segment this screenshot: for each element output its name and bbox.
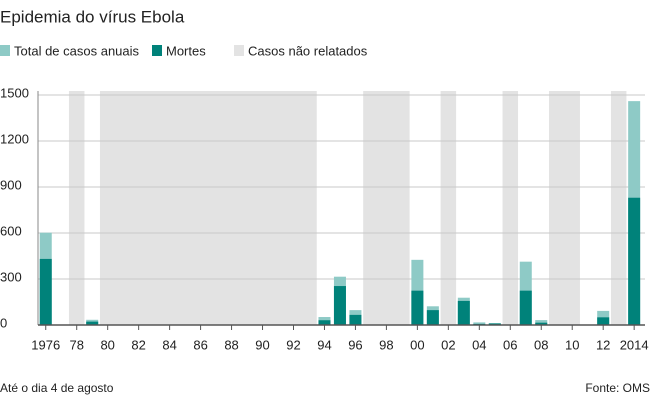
unreported-band bbox=[548, 91, 580, 325]
bar bbox=[39, 258, 52, 325]
x-tick-label: 84 bbox=[162, 337, 176, 352]
bar bbox=[519, 290, 532, 325]
x-tick-label: 02 bbox=[441, 337, 455, 352]
unreported-band bbox=[440, 91, 457, 325]
x-tick-label: 98 bbox=[379, 337, 393, 352]
y-tick-label: 900 bbox=[0, 177, 22, 192]
x-tick-label: 92 bbox=[286, 337, 300, 352]
y-tick-label: 0 bbox=[0, 315, 7, 330]
bar bbox=[318, 320, 331, 325]
bar bbox=[86, 321, 99, 325]
y-tick-label: 300 bbox=[0, 269, 22, 284]
legend-swatch bbox=[234, 45, 244, 56]
x-tick-label: 06 bbox=[503, 337, 517, 352]
unreported-band bbox=[68, 91, 85, 325]
bar bbox=[597, 317, 610, 325]
x-tick-label: 12 bbox=[596, 337, 610, 352]
source: Fonte: OMS bbox=[585, 381, 650, 395]
note: Até o dia 4 de agosto bbox=[0, 381, 114, 395]
x-tick-label: 86 bbox=[193, 337, 207, 352]
legend-label: Total de casos anuais bbox=[14, 43, 140, 58]
legend-label: Casos não relatados bbox=[248, 43, 368, 58]
x-tick-label: 00 bbox=[410, 337, 424, 352]
unreported-band bbox=[363, 91, 410, 325]
bar bbox=[473, 322, 486, 325]
y-tick-label: 1200 bbox=[0, 131, 29, 146]
y-tick-label: 600 bbox=[0, 223, 22, 238]
x-tick-label: 1976 bbox=[31, 337, 60, 352]
x-tick-label: 94 bbox=[317, 337, 331, 352]
unreported-band bbox=[99, 91, 317, 325]
bar bbox=[628, 197, 641, 325]
x-tick-label: 04 bbox=[472, 337, 486, 352]
bar bbox=[411, 290, 424, 325]
x-tick-label: 80 bbox=[100, 337, 114, 352]
bar bbox=[457, 300, 470, 325]
x-tick-label: 10 bbox=[565, 337, 579, 352]
x-tick-label: 08 bbox=[534, 337, 548, 352]
bar bbox=[333, 286, 346, 325]
x-tick-label: 96 bbox=[348, 337, 362, 352]
chart-title: Epidemia do vírus Ebola bbox=[0, 7, 185, 26]
unreported-band bbox=[610, 91, 627, 325]
legend-swatch bbox=[0, 45, 10, 56]
x-tick-label: 2014 bbox=[620, 337, 649, 352]
legend-label: Mortes bbox=[166, 43, 206, 58]
legend-swatch bbox=[152, 45, 162, 56]
bar bbox=[488, 323, 501, 325]
unreported-band bbox=[502, 91, 519, 325]
x-tick-label: 82 bbox=[131, 337, 145, 352]
y-tick-label: 1500 bbox=[0, 85, 29, 100]
bar bbox=[426, 310, 439, 325]
x-tick-label: 90 bbox=[255, 337, 269, 352]
x-tick-label: 78 bbox=[69, 337, 83, 352]
bar bbox=[349, 314, 362, 325]
bar bbox=[535, 322, 548, 325]
x-tick-label: 88 bbox=[224, 337, 238, 352]
bar bbox=[535, 320, 548, 325]
